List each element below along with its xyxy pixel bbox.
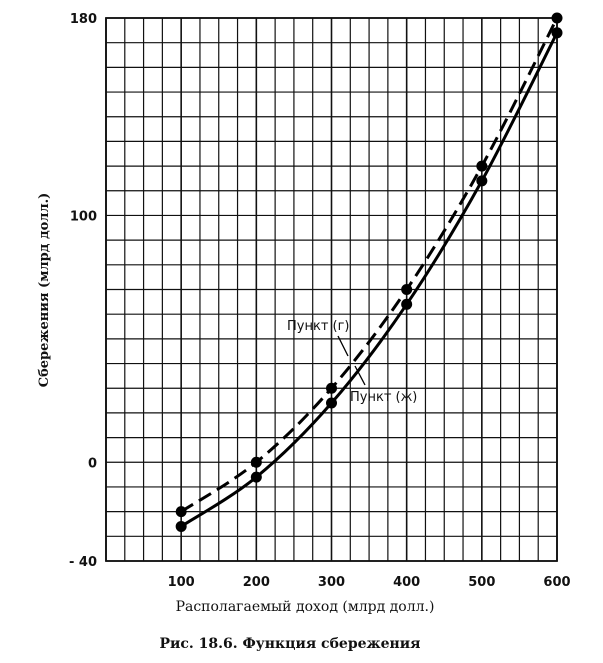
y-tick-label: 0 xyxy=(88,456,97,471)
data-point xyxy=(250,456,262,468)
x-tick-label: 500 xyxy=(468,575,495,590)
annotation-label-zh: Пункт (ж) xyxy=(350,390,417,405)
y-axis-label: Сбережения (млрд долл.) xyxy=(37,193,52,388)
x-tick-label: 600 xyxy=(543,575,570,590)
data-point xyxy=(551,12,563,24)
annotations: Пункт (г) Пункт (ж) xyxy=(287,319,417,405)
x-tick-label: 400 xyxy=(393,575,420,590)
annotation-leader-zh xyxy=(354,365,366,386)
x-tick-label: 100 xyxy=(168,575,195,590)
x-tick-label: 200 xyxy=(243,575,270,590)
series-layer xyxy=(175,12,563,532)
data-point xyxy=(476,160,488,172)
y-tick-label: 180 xyxy=(70,12,97,27)
data-point xyxy=(175,506,187,518)
annotation-label-g: Пункт (г) xyxy=(287,319,350,334)
x-tick-label: 300 xyxy=(318,575,345,590)
plot-frame xyxy=(105,17,558,562)
annotation-leader-g xyxy=(337,335,349,357)
grid xyxy=(105,17,558,562)
data-point xyxy=(250,471,262,483)
data-point xyxy=(326,397,337,409)
data-point xyxy=(476,175,488,187)
data-point xyxy=(326,382,337,394)
data-point xyxy=(175,520,187,532)
x-axis-label: Располагаемый доход (млрд долл.) xyxy=(176,599,435,615)
data-point xyxy=(401,298,413,310)
figure-caption: Рис. 18.6. Функция сбережения xyxy=(159,636,420,652)
y-tick-label: 100 xyxy=(70,209,97,224)
y-tick-label: - 40 xyxy=(69,555,97,570)
data-point xyxy=(401,284,413,295)
tick-labels: 100 200 300 400 500 600 - 40 0 100 180 xyxy=(69,12,571,590)
data-point xyxy=(551,27,563,39)
